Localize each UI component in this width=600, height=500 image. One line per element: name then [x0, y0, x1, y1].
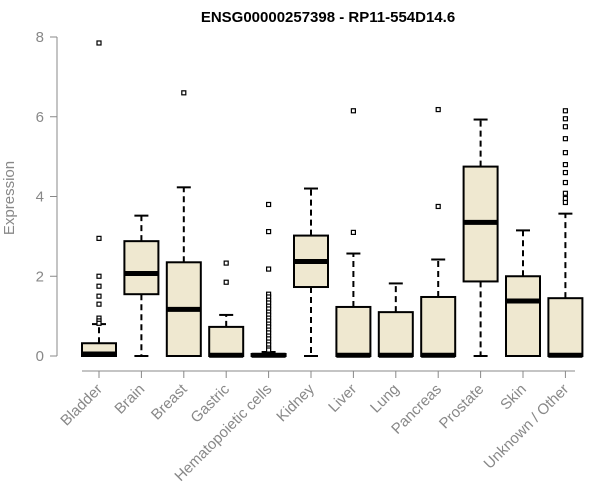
outlier-point: [266, 201, 272, 208]
outlier-point: [266, 228, 272, 235]
box-iqr: [208, 325, 245, 357]
outlier-point: [562, 124, 569, 130]
y-tick-label: 8: [36, 29, 44, 46]
outlier-point: [562, 199, 569, 206]
x-tick-label: Liver: [325, 381, 360, 416]
outlier-point: [562, 136, 569, 142]
outlier-point: [96, 273, 102, 279]
outlier-point: [350, 229, 356, 235]
outlier-point: [266, 347, 272, 353]
outlier-point: [562, 108, 569, 114]
box-skin: [505, 229, 541, 357]
box-kidney: [293, 187, 329, 357]
y-axis-label: Expression: [1, 161, 18, 235]
box-iqr: [335, 305, 372, 357]
outlier-point: [96, 283, 102, 289]
box-breast: [165, 90, 202, 358]
box-unknown-other: [547, 108, 584, 358]
box-lung: [377, 282, 414, 358]
outlier-point: [96, 40, 102, 46]
chart-title: ENSG00000257398 - RP11-554D14.6: [201, 9, 455, 26]
x-tick-label: Skin: [497, 381, 530, 414]
box-iqr: [377, 311, 414, 358]
box-iqr: [547, 297, 584, 357]
outlier-point: [562, 179, 569, 186]
box-hematopoietic-cells: [250, 201, 287, 358]
outlier-point: [96, 320, 102, 326]
x-tick-label: Kidney: [273, 380, 318, 425]
box-prostate: [462, 118, 499, 357]
outlier-point: [266, 266, 272, 272]
outlier-point: [350, 108, 356, 114]
box-iqr: [505, 275, 541, 357]
outlier-point: [96, 301, 102, 307]
outlier-point: [223, 260, 229, 266]
y-ticks: 0 2 4 6 8: [36, 29, 57, 365]
outlier-point: [562, 162, 569, 168]
box-liver: [335, 108, 372, 358]
x-tick-label: Lung: [367, 381, 403, 417]
x-tick-label: Prostate: [436, 381, 488, 433]
outlier-point: [96, 235, 102, 241]
outlier-point: [96, 293, 102, 299]
outlier-point: [223, 279, 229, 285]
outlier-point: [562, 190, 569, 196]
box-bladder: [81, 40, 117, 357]
boxes: [81, 40, 584, 358]
outlier-point: [435, 106, 441, 113]
x-tick-label: Bladder: [57, 381, 106, 430]
x-tick-label: Brain: [111, 381, 148, 418]
y-tick-label: 2: [36, 268, 44, 285]
box-iqr: [420, 295, 457, 357]
box-brain: [123, 214, 160, 357]
y-tick-label: 6: [36, 109, 44, 126]
box-iqr: [123, 240, 160, 296]
outlier-point: [181, 90, 187, 96]
outlier-point: [562, 116, 569, 122]
x-tick-label: Breast: [148, 380, 191, 423]
outlier-point: [562, 150, 569, 156]
y-tick-label: 4: [36, 189, 44, 206]
box-gastric: [208, 260, 245, 358]
outlier-point: [562, 169, 569, 176]
outlier-point: [435, 203, 441, 210]
box-pancreas: [420, 106, 457, 358]
y-tick-label: 0: [36, 348, 44, 365]
